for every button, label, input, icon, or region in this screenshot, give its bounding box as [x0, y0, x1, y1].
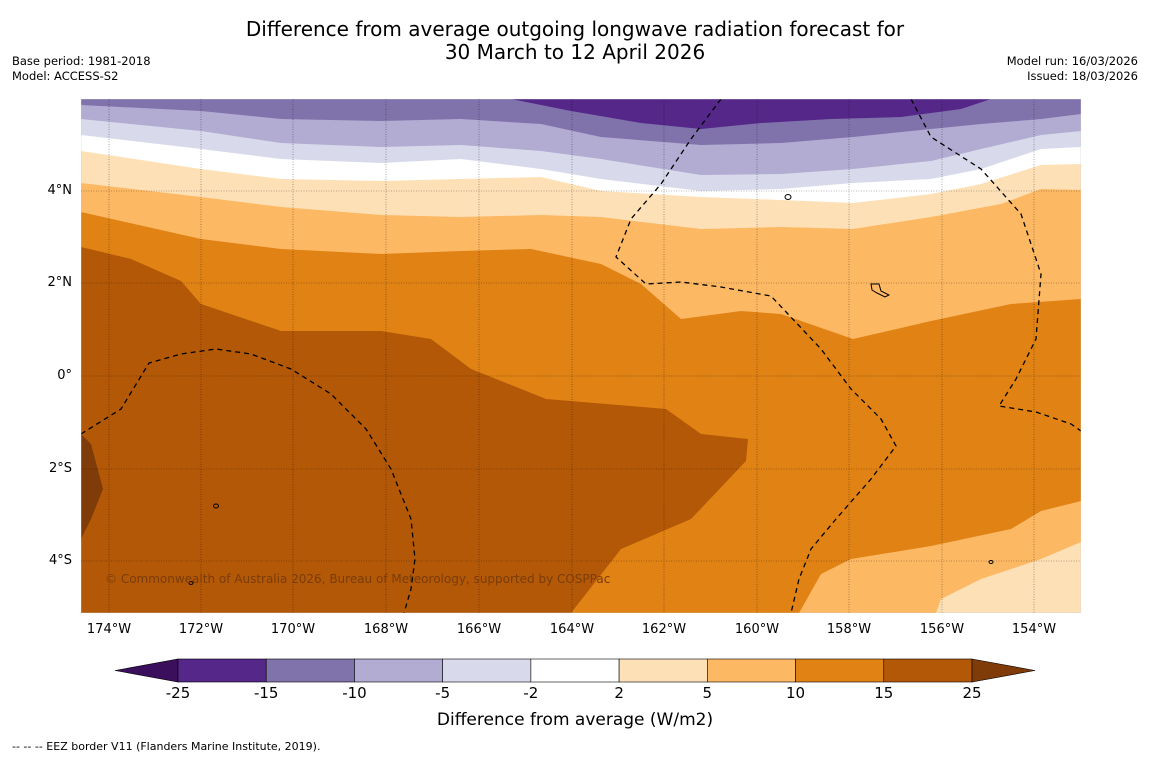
lat-label-2s: 2°S	[48, 461, 72, 476]
band-gt-25	[81, 434, 103, 539]
meta-right: Model run: 16/03/2026 Issued: 18/03/2026	[1007, 54, 1138, 84]
colorbar-segment	[177, 658, 267, 683]
map-svg	[80, 98, 1082, 614]
lon-label-160w: 160°W	[734, 622, 780, 637]
colorbar-extend-high	[971, 658, 1036, 683]
meta-left: Base period: 1981-2018 Model: ACCESS-S2	[12, 54, 151, 84]
lon-label-164w: 164°W	[549, 622, 595, 637]
colorbar-tick-label: 2	[614, 684, 624, 702]
colorbar-segment	[883, 658, 973, 683]
lon-label-170w: 170°W	[270, 622, 316, 637]
model-run-text: Model run: 16/03/2026	[1006, 54, 1138, 68]
lon-label-166w: 166°W	[456, 622, 502, 637]
lon-label-174w: 174°W	[86, 622, 132, 637]
islands	[188, 194, 994, 585]
colorbar-segment	[618, 658, 708, 683]
title-line-1: Difference from average outgoing longwav…	[245, 17, 905, 41]
band-2-5	[81, 99, 1081, 613]
graticule	[81, 99, 1081, 613]
lon-label-168w: 168°W	[363, 622, 409, 637]
colorbar-segment	[795, 658, 885, 683]
colorbar-tick-label: -2	[523, 684, 539, 702]
colorbar-title: Difference from average (W/m2)	[436, 710, 714, 730]
colorbar-segment	[265, 658, 355, 683]
lat-label-2n: 2°N	[47, 275, 73, 290]
colorbar-extend-low	[114, 658, 179, 683]
title-line-2: 30 March to 12 April 2026	[444, 40, 706, 64]
lat-label-4n: 4°N	[47, 183, 73, 198]
colorbar-tick-label: -10	[342, 684, 367, 702]
colorbar-tick-label: 25	[962, 684, 982, 702]
lat-label-eq: 0°	[57, 368, 72, 383]
colorbar-tick-label: -5	[435, 684, 451, 702]
lon-label-156w: 156°W	[919, 622, 965, 637]
model-text: Model: ACCESS-S2	[12, 69, 119, 83]
colorbar	[114, 658, 1036, 683]
colorbar-tick-label: -15	[253, 684, 279, 702]
colorbar-segment	[530, 658, 620, 683]
colorbar-tick-label: -25	[165, 684, 191, 702]
lon-label-162w: 162°W	[641, 622, 687, 637]
eez-footnote: -- -- -- EEZ border V11 (Flanders Marine…	[12, 740, 321, 753]
colorbar-segments	[114, 658, 1036, 683]
colorbar-tick-label: 5	[702, 684, 713, 702]
lon-label-154w: 154°W	[1011, 622, 1057, 637]
colorbar-tick-label: 15	[874, 684, 894, 702]
map-title: Difference from average outgoing longwav…	[0, 18, 1150, 64]
lat-label-4s: 4°S	[48, 553, 72, 568]
base-period-text: Base period: 1981-2018	[12, 54, 151, 68]
lon-label-172w: 172°W	[178, 622, 224, 637]
olr-anomaly-map	[80, 98, 1082, 614]
colorbar-segment	[354, 658, 443, 683]
lon-label-158w: 158°W	[826, 622, 872, 637]
colorbar-tick-label: 10	[786, 684, 806, 702]
eez-borders	[80, 98, 1082, 614]
colorbar-segment	[442, 658, 532, 683]
colorbar-segment	[707, 658, 796, 683]
copyright-text: © Commonwealth of Australia 2026, Bureau…	[105, 572, 611, 586]
band-m25-m15	[511, 99, 991, 129]
issued-text: Issued: 18/03/2026	[1027, 69, 1138, 83]
